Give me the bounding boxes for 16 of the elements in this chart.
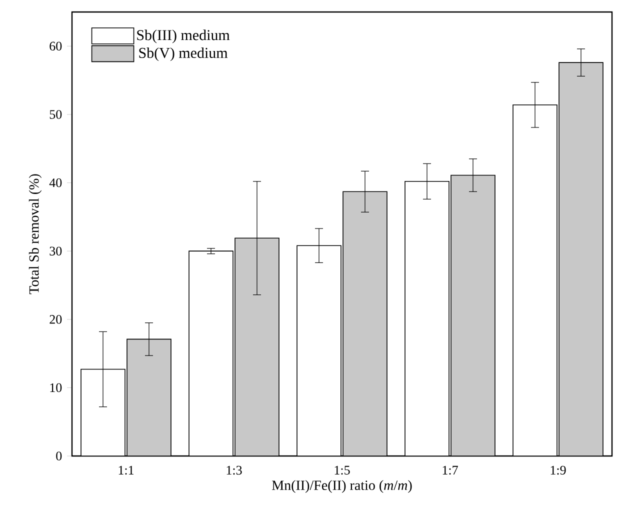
x-tick-label: 1:7: [442, 466, 458, 475]
y-axis-title: Total Sb removal (%): [28, 174, 42, 294]
y-tick-label: 0: [56, 452, 62, 460]
y-tick-label: 20: [50, 315, 62, 324]
x-axis-title: Mn(II)/Fe(II) ratio (m/m): [272, 480, 412, 493]
x-tick-label: 1:3: [226, 466, 242, 475]
y-tick-label: 50: [50, 110, 62, 119]
y-tick-label: 40: [49, 178, 62, 188]
y-tick-label: 30: [50, 246, 62, 256]
x-tick-label: 1:1: [118, 466, 134, 475]
legend-label: Sb(III) medium: [137, 30, 230, 44]
x-tick-label: 1:9: [550, 466, 566, 475]
y-tick-label: 10: [50, 383, 62, 392]
legend-label: Sb(V) medium: [139, 47, 228, 62]
y-tick-label: 60: [50, 42, 62, 51]
x-tick-label: 1:5: [334, 466, 350, 475]
